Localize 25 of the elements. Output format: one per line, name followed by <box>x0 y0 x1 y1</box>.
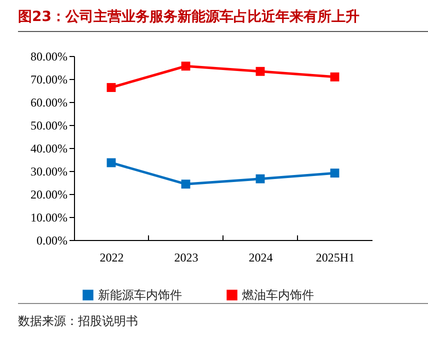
x-tick-label: 2025H1 <box>316 250 355 264</box>
y-tick-label: 70.00% <box>30 72 68 86</box>
x-tick-label: 2024 <box>248 250 273 264</box>
y-tick-label: 60.00% <box>30 96 68 110</box>
point <box>330 168 340 178</box>
point <box>181 62 190 71</box>
x-tick-label: 2023 <box>174 250 198 264</box>
y-tick-label: 20.00% <box>30 188 68 202</box>
point <box>256 174 265 184</box>
legend-label: 新能源车内饰件 <box>98 288 182 302</box>
point <box>106 158 116 168</box>
point <box>106 83 116 92</box>
y-tick-label: 50.00% <box>30 118 68 132</box>
legend-label: 燃油车内饰件 <box>242 288 314 302</box>
point <box>181 180 190 189</box>
point <box>330 72 340 82</box>
x-tick-label: 2022 <box>100 250 124 264</box>
y-tick-label: 40.00% <box>30 142 68 156</box>
y-tick-label: 80.00% <box>30 50 68 64</box>
y-tick-label: 10.00% <box>30 210 68 224</box>
chart-title: 图23：公司主营业务服务新能源车占比近年来有所上升 <box>18 8 360 26</box>
source-note: 数据来源：招股说明书 <box>18 313 138 330</box>
point <box>256 66 265 76</box>
y-tick-label: 30.00% <box>30 164 68 178</box>
y-tick-label: 0.00% <box>36 234 68 248</box>
